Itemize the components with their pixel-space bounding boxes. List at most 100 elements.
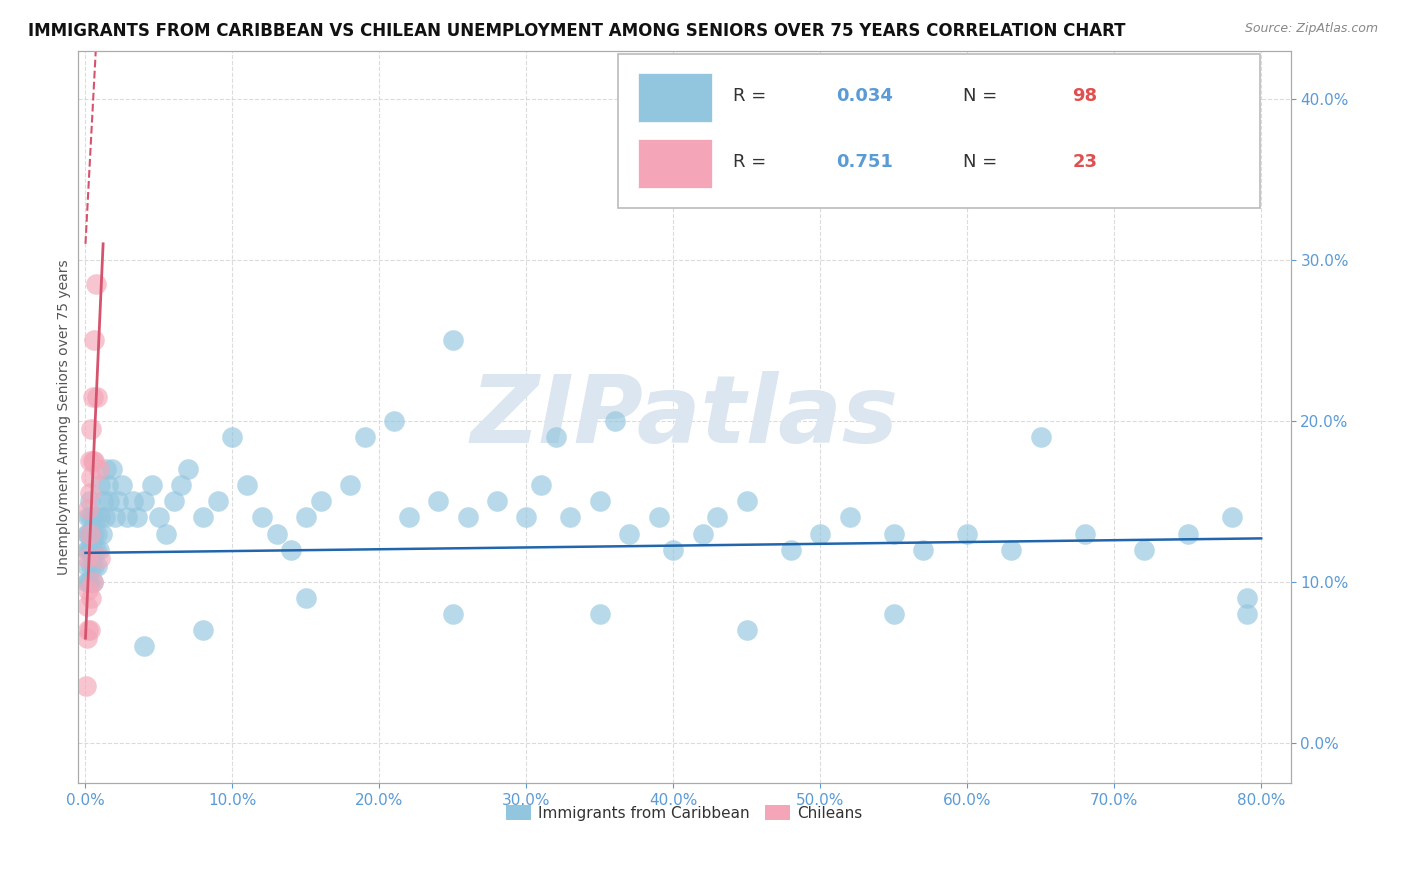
Point <box>309 494 332 508</box>
Point <box>221 430 243 444</box>
Point <box>79 526 101 541</box>
Point <box>80 542 103 557</box>
Text: IMMIGRANTS FROM CARIBBEAN VS CHILEAN UNEMPLOYMENT AMONG SENIORS OVER 75 YEARS CO: IMMIGRANTS FROM CARIBBEAN VS CHILEAN UNE… <box>28 22 1126 40</box>
Legend: Immigrants from Caribbean, Chileans: Immigrants from Caribbean, Chileans <box>501 798 869 827</box>
Point <box>77 502 100 516</box>
Point <box>177 462 200 476</box>
Point <box>76 574 98 589</box>
Point <box>662 542 685 557</box>
Point <box>170 478 193 492</box>
Point <box>82 542 104 557</box>
Point <box>735 623 758 637</box>
Point <box>266 526 288 541</box>
FancyBboxPatch shape <box>638 72 713 122</box>
Point <box>141 478 163 492</box>
Point <box>603 414 626 428</box>
Point <box>77 582 100 597</box>
Point <box>339 478 361 492</box>
Text: 23: 23 <box>1073 153 1097 171</box>
Point <box>82 454 104 468</box>
Point <box>79 574 101 589</box>
Point <box>84 510 107 524</box>
Point <box>76 599 98 613</box>
Point <box>236 478 259 492</box>
Point <box>560 510 582 524</box>
Point <box>544 430 567 444</box>
Point <box>94 462 117 476</box>
Point <box>589 494 612 508</box>
Text: ZIPatlas: ZIPatlas <box>470 371 898 463</box>
Text: R =: R = <box>733 87 772 105</box>
Text: 0.034: 0.034 <box>837 87 893 105</box>
Point <box>883 526 905 541</box>
Point <box>77 526 100 541</box>
Point <box>155 526 177 541</box>
Point <box>1132 542 1154 557</box>
Point <box>79 494 101 508</box>
Point <box>91 494 114 508</box>
Point <box>441 607 464 621</box>
Point <box>883 607 905 621</box>
Point <box>79 510 101 524</box>
Point <box>250 510 273 524</box>
Point <box>79 526 101 541</box>
Point <box>706 510 728 524</box>
Point <box>86 390 108 404</box>
Point <box>82 574 104 589</box>
Point <box>80 558 103 573</box>
Point <box>76 558 98 573</box>
Point <box>134 494 156 508</box>
Point <box>280 542 302 557</box>
Text: Source: ZipAtlas.com: Source: ZipAtlas.com <box>1244 22 1378 36</box>
Point <box>80 422 103 436</box>
Point <box>295 591 318 605</box>
Point <box>76 526 98 541</box>
Text: 0.751: 0.751 <box>837 153 893 171</box>
Point <box>82 390 104 404</box>
Point <box>191 623 214 637</box>
Point <box>77 542 100 557</box>
Point <box>457 510 479 524</box>
Point <box>515 510 537 524</box>
Point <box>98 494 121 508</box>
Point <box>441 334 464 348</box>
Point <box>79 623 101 637</box>
Point <box>780 542 803 557</box>
Point <box>134 639 156 653</box>
Point <box>90 526 112 541</box>
Point <box>107 494 129 508</box>
Point <box>84 277 107 291</box>
Text: N =: N = <box>963 153 997 171</box>
Point <box>83 334 105 348</box>
Point <box>1236 607 1258 621</box>
Point <box>80 470 103 484</box>
Point <box>125 510 148 524</box>
Point <box>485 494 508 508</box>
Point <box>79 542 101 557</box>
Point <box>295 510 318 524</box>
Point <box>353 430 375 444</box>
Point <box>1236 591 1258 605</box>
Point <box>1177 526 1199 541</box>
Point <box>86 526 108 541</box>
Point <box>207 494 229 508</box>
Point <box>86 558 108 573</box>
Point <box>77 510 100 524</box>
Point <box>82 574 104 589</box>
Point <box>87 542 110 557</box>
Point <box>80 591 103 605</box>
Point <box>93 510 115 524</box>
Point <box>1074 526 1097 541</box>
Point <box>96 478 118 492</box>
Point <box>692 526 714 541</box>
Point <box>382 414 405 428</box>
Point <box>191 510 214 524</box>
Point <box>735 494 758 508</box>
Point <box>76 550 98 565</box>
Point <box>1029 430 1052 444</box>
Text: R =: R = <box>733 153 772 171</box>
Point <box>111 478 134 492</box>
Point <box>163 494 186 508</box>
Point <box>89 478 111 492</box>
Point <box>83 558 105 573</box>
